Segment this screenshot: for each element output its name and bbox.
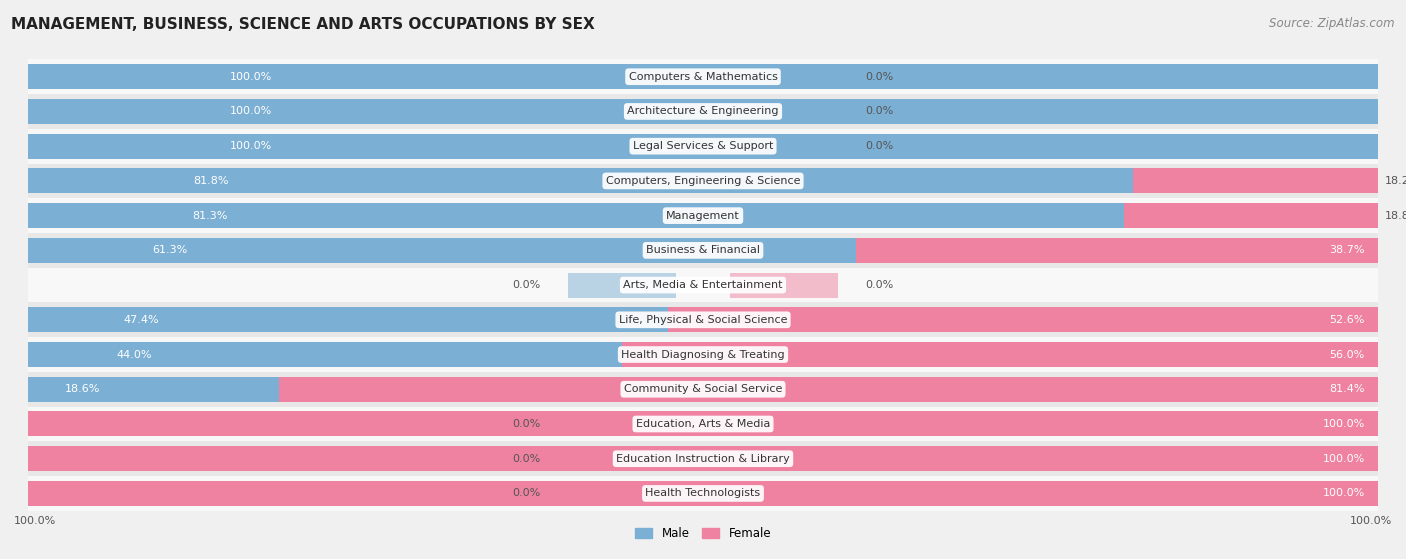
Bar bbox=[28, 168, 1133, 193]
Text: 0.0%: 0.0% bbox=[865, 72, 893, 82]
Bar bbox=[668, 307, 1378, 332]
Bar bbox=[28, 129, 1378, 164]
Text: 0.0%: 0.0% bbox=[865, 141, 893, 151]
Text: Health Diagnosing & Treating: Health Diagnosing & Treating bbox=[621, 349, 785, 359]
Text: 0.0%: 0.0% bbox=[865, 106, 893, 116]
Text: Business & Financial: Business & Financial bbox=[645, 245, 761, 255]
Bar bbox=[278, 377, 1378, 402]
Bar bbox=[28, 268, 1378, 302]
Bar bbox=[28, 238, 856, 263]
Bar bbox=[28, 164, 1378, 198]
Bar bbox=[28, 442, 1378, 476]
Text: Arts, Media & Entertainment: Arts, Media & Entertainment bbox=[623, 280, 783, 290]
Bar bbox=[28, 99, 1378, 124]
Text: 0.0%: 0.0% bbox=[513, 489, 541, 499]
Text: Management: Management bbox=[666, 211, 740, 221]
Bar bbox=[28, 377, 278, 402]
Bar bbox=[1125, 203, 1378, 228]
Text: Life, Physical & Social Science: Life, Physical & Social Science bbox=[619, 315, 787, 325]
Text: 0.0%: 0.0% bbox=[513, 454, 541, 464]
Bar bbox=[568, 273, 676, 297]
Text: 0.0%: 0.0% bbox=[513, 280, 541, 290]
Text: Source: ZipAtlas.com: Source: ZipAtlas.com bbox=[1270, 17, 1395, 30]
Bar bbox=[28, 64, 1378, 89]
Bar bbox=[28, 481, 1378, 506]
Text: Computers, Engineering & Science: Computers, Engineering & Science bbox=[606, 176, 800, 186]
Text: 100.0%: 100.0% bbox=[1323, 454, 1365, 464]
Text: 81.3%: 81.3% bbox=[193, 211, 228, 221]
Text: 56.0%: 56.0% bbox=[1330, 349, 1365, 359]
Text: 100.0%: 100.0% bbox=[1323, 419, 1365, 429]
Text: 44.0%: 44.0% bbox=[117, 349, 152, 359]
Bar bbox=[28, 59, 1378, 94]
Bar bbox=[28, 233, 1378, 268]
Text: 81.8%: 81.8% bbox=[193, 176, 229, 186]
Text: 18.6%: 18.6% bbox=[65, 384, 101, 394]
Text: Architecture & Engineering: Architecture & Engineering bbox=[627, 106, 779, 116]
Bar bbox=[28, 372, 1378, 406]
Text: Health Technologists: Health Technologists bbox=[645, 489, 761, 499]
Bar bbox=[1133, 168, 1378, 193]
Bar bbox=[28, 342, 621, 367]
Text: Education Instruction & Library: Education Instruction & Library bbox=[616, 454, 790, 464]
Text: 47.4%: 47.4% bbox=[124, 315, 159, 325]
Text: 100.0%: 100.0% bbox=[14, 516, 56, 526]
Bar bbox=[28, 203, 1126, 228]
Text: 18.2%: 18.2% bbox=[1385, 176, 1406, 186]
Bar bbox=[621, 342, 1378, 367]
Bar bbox=[28, 134, 1378, 159]
Bar bbox=[28, 198, 1378, 233]
Text: Community & Social Service: Community & Social Service bbox=[624, 384, 782, 394]
Text: Education, Arts & Media: Education, Arts & Media bbox=[636, 419, 770, 429]
Text: 18.8%: 18.8% bbox=[1385, 211, 1406, 221]
Text: Computers & Mathematics: Computers & Mathematics bbox=[628, 72, 778, 82]
Bar bbox=[28, 476, 1378, 511]
Text: 100.0%: 100.0% bbox=[1350, 516, 1392, 526]
Text: 52.6%: 52.6% bbox=[1330, 315, 1365, 325]
Bar bbox=[856, 238, 1378, 263]
Text: 100.0%: 100.0% bbox=[231, 106, 273, 116]
Text: 81.4%: 81.4% bbox=[1330, 384, 1365, 394]
Text: 100.0%: 100.0% bbox=[231, 72, 273, 82]
Bar bbox=[28, 446, 1378, 471]
Text: 38.7%: 38.7% bbox=[1330, 245, 1365, 255]
Legend: Male, Female: Male, Female bbox=[630, 523, 776, 545]
Bar bbox=[28, 411, 1378, 437]
Text: 61.3%: 61.3% bbox=[152, 245, 187, 255]
Text: 0.0%: 0.0% bbox=[865, 280, 893, 290]
Bar bbox=[28, 302, 1378, 337]
Bar bbox=[28, 406, 1378, 442]
Text: Legal Services & Support: Legal Services & Support bbox=[633, 141, 773, 151]
Bar bbox=[730, 273, 838, 297]
Bar bbox=[28, 337, 1378, 372]
Text: 100.0%: 100.0% bbox=[231, 141, 273, 151]
Text: MANAGEMENT, BUSINESS, SCIENCE AND ARTS OCCUPATIONS BY SEX: MANAGEMENT, BUSINESS, SCIENCE AND ARTS O… bbox=[11, 17, 595, 32]
Bar bbox=[28, 307, 668, 332]
Text: 100.0%: 100.0% bbox=[1323, 489, 1365, 499]
Bar bbox=[28, 94, 1378, 129]
Text: 0.0%: 0.0% bbox=[513, 419, 541, 429]
